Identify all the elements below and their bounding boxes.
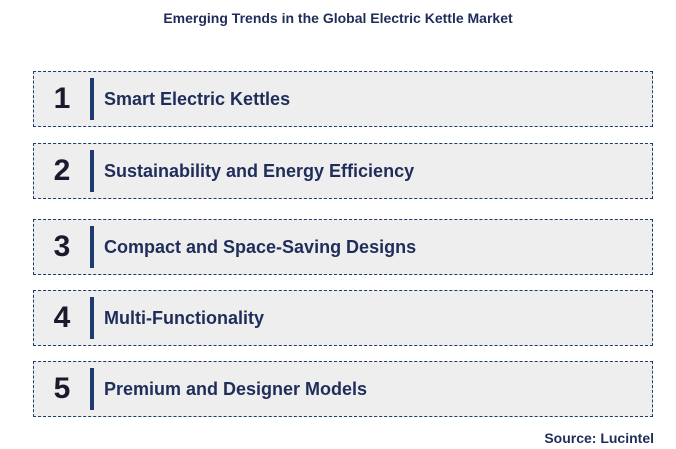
trend-item-2: 2 Sustainability and Energy Efficiency [33, 143, 653, 199]
trend-item-4: 4 Multi-Functionality [33, 290, 653, 346]
trend-label: Sustainability and Energy Efficiency [104, 160, 415, 181]
trend-label: Compact and Space-Saving Designs [104, 236, 417, 257]
trend-number: 3 [53, 230, 71, 263]
divider-bar [90, 78, 94, 120]
trend-number: 2 [53, 154, 71, 187]
diagram-title: Emerging Trends in the Global Electric K… [163, 10, 513, 26]
trend-number: 1 [53, 82, 71, 115]
trend-label: Premium and Designer Models [104, 378, 368, 399]
divider-bar [90, 226, 94, 268]
trend-label: Multi-Functionality [104, 307, 264, 328]
trend-item-3: 3 Compact and Space-Saving Designs [33, 219, 653, 275]
divider-bar [90, 150, 94, 192]
trend-item-5: 5 Premium and Designer Models [33, 361, 653, 417]
trend-label: Smart Electric Kettles [104, 88, 291, 109]
divider-bar [90, 297, 94, 339]
trend-item-1: 1 Smart Electric Kettles [33, 71, 653, 127]
source-credit: Source: Lucintel [544, 430, 654, 446]
trend-number: 4 [53, 301, 71, 334]
trend-number: 5 [53, 372, 71, 405]
divider-bar [90, 368, 94, 410]
